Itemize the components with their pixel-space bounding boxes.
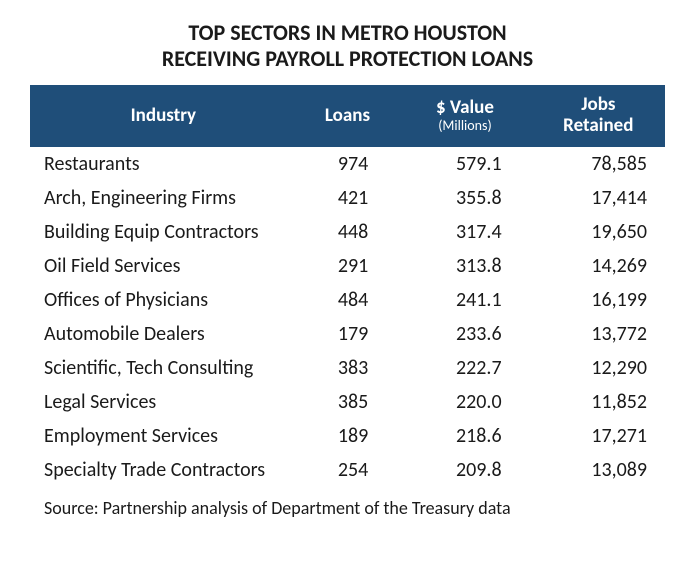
- cell-industry: Scientific, Tech Consulting: [30, 351, 297, 385]
- cell-loans: 484: [297, 283, 399, 317]
- title-line-2: RECEIVING PAYROLL PROTECTION LOANS: [30, 46, 665, 72]
- cell-loans: 291: [297, 249, 399, 283]
- header-industry: Industry: [30, 85, 297, 147]
- header-value-sub: (Millions): [406, 118, 523, 133]
- table-row: Scientific, Tech Consulting 383 222.7 12…: [30, 351, 665, 385]
- cell-jobs: 13,089: [532, 453, 665, 487]
- cell-value: 313.8: [398, 249, 531, 283]
- header-jobs-line1: Jobs: [581, 93, 615, 116]
- cell-value: 209.8: [398, 453, 531, 487]
- table-row: Building Equip Contractors 448 317.4 19,…: [30, 215, 665, 249]
- cell-loans: 974: [297, 147, 399, 181]
- cell-industry: Automobile Dealers: [30, 317, 297, 351]
- cell-jobs: 19,650: [532, 215, 665, 249]
- cell-jobs: 16,199: [532, 283, 665, 317]
- cell-industry: Offices of Physicians: [30, 283, 297, 317]
- cell-value: 579.1: [398, 147, 531, 181]
- header-loans: Loans: [297, 85, 399, 147]
- table-row: Oil Field Services 291 313.8 14,269: [30, 249, 665, 283]
- cell-loans: 448: [297, 215, 399, 249]
- cell-jobs: 13,772: [532, 317, 665, 351]
- table-row: Restaurants 974 579.1 78,585: [30, 147, 665, 181]
- cell-value: 233.6: [398, 317, 531, 351]
- table-row: Legal Services 385 220.0 11,852: [30, 385, 665, 419]
- cell-industry: Oil Field Services: [30, 249, 297, 283]
- cell-loans: 383: [297, 351, 399, 385]
- cell-value: 241.1: [398, 283, 531, 317]
- header-jobs: Jobs Retained: [532, 85, 665, 147]
- table-row: Employment Services 189 218.6 17,271: [30, 419, 665, 453]
- cell-industry: Specialty Trade Contractors: [30, 453, 297, 487]
- table-header-row: Industry Loans $ Value (Millions) Jobs R…: [30, 85, 665, 147]
- cell-jobs: 12,290: [532, 351, 665, 385]
- cell-industry: Legal Services: [30, 385, 297, 419]
- cell-value: 317.4: [398, 215, 531, 249]
- cell-jobs: 78,585: [532, 147, 665, 181]
- source-note: Source: Partnership analysis of Departme…: [30, 497, 665, 519]
- table-row: Specialty Trade Contractors 254 209.8 13…: [30, 453, 665, 487]
- data-table: Industry Loans $ Value (Millions) Jobs R…: [30, 85, 665, 487]
- cell-industry: Employment Services: [30, 419, 297, 453]
- table-row: Offices of Physicians 484 241.1 16,199: [30, 283, 665, 317]
- title-line-1: TOP SECTORS IN METRO HOUSTON: [30, 20, 665, 46]
- cell-jobs: 17,271: [532, 419, 665, 453]
- header-jobs-line2: Retained: [563, 114, 633, 137]
- header-value: $ Value (Millions): [398, 85, 531, 147]
- cell-value: 218.6: [398, 419, 531, 453]
- cell-industry: Building Equip Contractors: [30, 215, 297, 249]
- chart-title: TOP SECTORS IN METRO HOUSTON RECEIVING P…: [30, 20, 665, 73]
- cell-value: 222.7: [398, 351, 531, 385]
- cell-industry: Arch, Engineering Firms: [30, 181, 297, 215]
- cell-jobs: 17,414: [532, 181, 665, 215]
- cell-loans: 179: [297, 317, 399, 351]
- cell-loans: 254: [297, 453, 399, 487]
- cell-value: 355.8: [398, 181, 531, 215]
- cell-jobs: 14,269: [532, 249, 665, 283]
- table-row: Arch, Engineering Firms 421 355.8 17,414: [30, 181, 665, 215]
- table-body: Restaurants 974 579.1 78,585 Arch, Engin…: [30, 147, 665, 487]
- cell-industry: Restaurants: [30, 147, 297, 181]
- header-value-main: $ Value: [436, 96, 494, 119]
- cell-jobs: 11,852: [532, 385, 665, 419]
- table-row: Automobile Dealers 179 233.6 13,772: [30, 317, 665, 351]
- cell-loans: 421: [297, 181, 399, 215]
- cell-loans: 385: [297, 385, 399, 419]
- cell-value: 220.0: [398, 385, 531, 419]
- cell-loans: 189: [297, 419, 399, 453]
